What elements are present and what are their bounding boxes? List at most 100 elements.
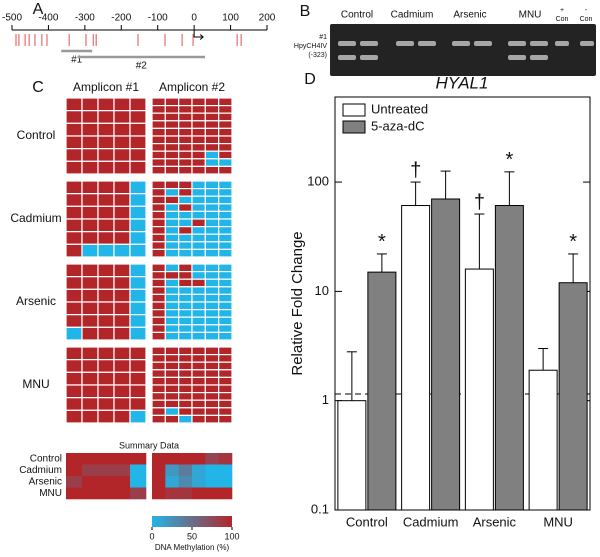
methylation-cell (113, 135, 131, 150)
methylation-cell (151, 384, 166, 394)
methylation-cell (204, 233, 220, 243)
methylation-cell (164, 384, 180, 394)
methylation-cell (164, 210, 180, 220)
methylation-cell (81, 314, 99, 328)
methylation-cell (81, 110, 99, 124)
methylation-cell (81, 180, 99, 195)
methylation-cell (191, 135, 206, 145)
summary-cell (152, 487, 166, 500)
methylation-cell (218, 376, 233, 386)
methylation-cell (113, 97, 131, 112)
x-tick-label: MNU (543, 514, 573, 529)
methylation-cell (151, 195, 166, 205)
summary-cell (130, 487, 147, 500)
methylation-cell (129, 180, 147, 195)
methylation-cell (129, 371, 147, 386)
methylation-cell (81, 409, 99, 424)
methylation-cell (65, 97, 83, 112)
summary-row-label: Cadmium (19, 465, 62, 476)
methylation-cell (129, 326, 147, 341)
methylation-cell (204, 407, 220, 416)
methylation-cell (65, 218, 83, 233)
summary-cell (152, 476, 166, 488)
methylation-cell (191, 143, 206, 152)
methylation-cell (65, 110, 83, 124)
methylation-cell (178, 97, 193, 107)
methylation-cell (204, 180, 220, 190)
methylation-cell (164, 97, 180, 107)
methylation-cell (218, 135, 233, 145)
methylation-cell (113, 314, 131, 328)
methylation-cell (178, 361, 193, 371)
methylation-cell (178, 104, 193, 114)
group-label: MNU (22, 377, 49, 391)
methylation-cell (81, 205, 99, 220)
methylation-cell (178, 346, 193, 356)
methylation-cell (204, 127, 220, 137)
methylation-cell (129, 409, 147, 424)
methylation-cell (164, 150, 180, 160)
methylation-cell (151, 203, 166, 213)
methylation-cell (218, 399, 233, 409)
methylation-cell (204, 271, 220, 280)
y-tick-label: 100 (307, 173, 329, 188)
significance-marker: * (569, 231, 577, 253)
methylation-cell (204, 286, 220, 295)
methylation-cell (191, 158, 206, 168)
methylation-cell (164, 158, 180, 168)
methylation-cell (113, 110, 131, 124)
methylation-cell (204, 241, 220, 251)
methylation-cell (113, 193, 131, 207)
methylation-cell (191, 271, 206, 280)
gel-band (452, 41, 470, 46)
methylation-cell (164, 263, 180, 273)
lane-label: MNU (519, 10, 542, 21)
summary-cell (98, 453, 115, 465)
methylation-cell (204, 331, 220, 341)
methylation-cell (81, 288, 99, 303)
tick-label: -200 (111, 13, 131, 24)
tick-label: -400 (38, 13, 58, 24)
methylation-cell (191, 384, 206, 394)
methylation-cell (97, 326, 115, 341)
methylation-cell (65, 314, 83, 328)
gel-side-label: (-323) (308, 52, 327, 59)
methylation-cell (178, 120, 193, 130)
methylation-cell (204, 226, 220, 235)
methylation-cell (113, 231, 131, 245)
methylation-cell (218, 143, 233, 152)
methylation-cell (164, 218, 180, 228)
methylation-cell (204, 150, 220, 160)
methylation-cell (191, 120, 206, 130)
methylation-cell (151, 241, 166, 251)
methylation-cell (113, 346, 131, 361)
methylation-cell (151, 112, 166, 122)
summary-cell (130, 476, 147, 488)
methylation-cell (81, 359, 99, 373)
summary-row-label: Control (30, 454, 62, 465)
methylation-cell (178, 301, 193, 311)
methylation-cell (151, 120, 166, 130)
methylation-cell (164, 331, 180, 341)
methylation-cell (191, 407, 206, 416)
methylation-cell (151, 248, 166, 258)
methylation-cell (164, 271, 180, 280)
methylation-cell (178, 392, 193, 401)
methylation-cell (191, 376, 206, 386)
summary-cell (192, 464, 206, 477)
methylation-cell (129, 160, 147, 175)
panel-label: D (304, 71, 316, 88)
methylation-cell (164, 233, 180, 243)
summary-cell (114, 476, 131, 488)
bar (494, 205, 524, 511)
methylation-cell (151, 301, 166, 311)
methylation-cell (178, 414, 193, 424)
methylation-cell (164, 407, 180, 416)
methylation-cell (178, 210, 193, 220)
methylation-cell (97, 110, 115, 124)
methylation-cell (204, 361, 220, 371)
methylation-cell (129, 243, 147, 258)
methylation-cell (204, 248, 220, 258)
methylation-cell (129, 193, 147, 207)
methylation-cell (191, 392, 206, 401)
